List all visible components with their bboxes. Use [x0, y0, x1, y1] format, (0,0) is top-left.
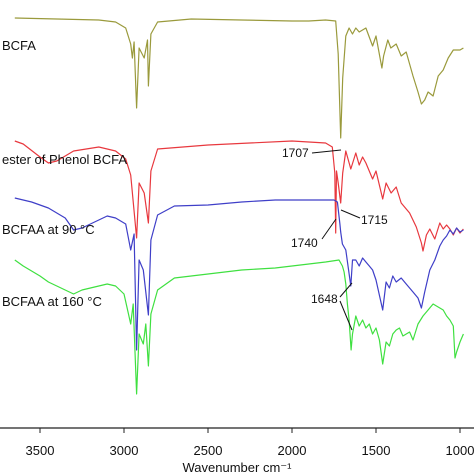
annotation-1707: 1707 — [282, 146, 342, 160]
spectra-layer — [14, 17, 464, 395]
series-line-0 — [14, 17, 464, 139]
series-line-1 — [14, 140, 464, 252]
annotation-1715: 1715 — [340, 209, 388, 227]
series-label-bcfaa-160: BCFAA at 160 °C — [2, 294, 102, 309]
x-axis-ticks: 3500 3000 2500 2000 1500 1000 — [26, 428, 474, 458]
x-tick-label-1: 3000 — [110, 443, 139, 458]
annotation-1648-leader-a — [339, 282, 353, 298]
annotation-1707-leader — [311, 149, 342, 154]
series-label-bcfa: BCFA — [2, 38, 36, 53]
annotation-1715-leader — [340, 209, 361, 219]
annotation-1740-leader — [321, 218, 337, 240]
x-tick-label-0: 3500 — [26, 443, 55, 458]
x-tick-label-5: 1000 — [446, 443, 474, 458]
x-axis-label: Wavenumber cm⁻¹ — [183, 460, 293, 474]
annotation-1648: 1648 — [311, 282, 353, 331]
x-tick-label-4: 1500 — [362, 443, 391, 458]
series-label-ester: ester of Phenol BCFA — [2, 152, 127, 167]
annotation-1707-label: 1707 — [282, 146, 309, 160]
series-label-bcfaa-90: BCFAA at 90 °C — [2, 222, 95, 237]
annotation-1740: 1740 — [291, 218, 337, 250]
annotation-1648-label: 1648 — [311, 292, 338, 306]
series-line-3 — [14, 259, 464, 395]
x-tick-label-2: 2500 — [194, 443, 223, 458]
annotation-1715-label: 1715 — [361, 213, 388, 227]
x-tick-label-3: 2000 — [278, 443, 307, 458]
annotation-1740-label: 1740 — [291, 236, 318, 250]
annotation-1648-leader-b — [339, 300, 353, 331]
series-line-2 — [14, 197, 464, 351]
